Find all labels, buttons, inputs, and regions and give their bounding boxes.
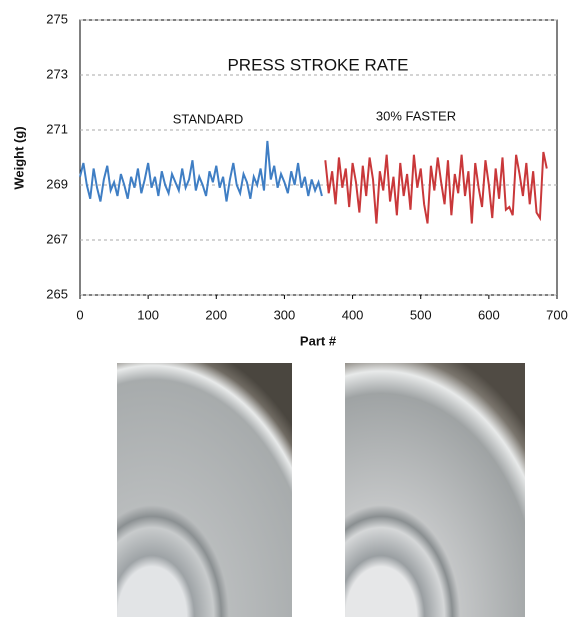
y-axis-label: Weight (g) <box>11 126 26 189</box>
page: PRESS STROKE RATE STANDARD 30% FASTER Pa… <box>0 0 573 617</box>
x-axis-label: Part # <box>300 333 337 348</box>
annotation: 30% FASTER <box>376 108 456 123</box>
chart-title: PRESS STROKE RATE <box>227 55 408 74</box>
y-tick-label: 267 <box>46 231 68 246</box>
annotation: STANDARD <box>173 111 244 126</box>
data-line <box>80 141 322 202</box>
x-tick-label: 600 <box>478 307 500 322</box>
x-tick-label: 100 <box>137 307 159 322</box>
y-tick-label: 275 <box>46 11 68 26</box>
y-tick-label: 269 <box>46 176 68 191</box>
y-tick-label: 273 <box>46 66 68 81</box>
x-tick-label: 400 <box>342 307 364 322</box>
chart: PRESS STROKE RATE STANDARD 30% FASTER Pa… <box>0 0 573 617</box>
y-tick-label: 271 <box>46 121 68 136</box>
photo-standard <box>117 363 292 617</box>
photo-faster <box>345 363 525 617</box>
data-line <box>325 152 546 224</box>
x-tick-label: 700 <box>546 307 568 322</box>
y-tick-label: 265 <box>46 286 68 301</box>
x-tick-label: 300 <box>274 307 296 322</box>
x-tick-label: 0 <box>76 307 83 322</box>
x-tick-label: 200 <box>205 307 227 322</box>
x-tick-label: 500 <box>410 307 432 322</box>
